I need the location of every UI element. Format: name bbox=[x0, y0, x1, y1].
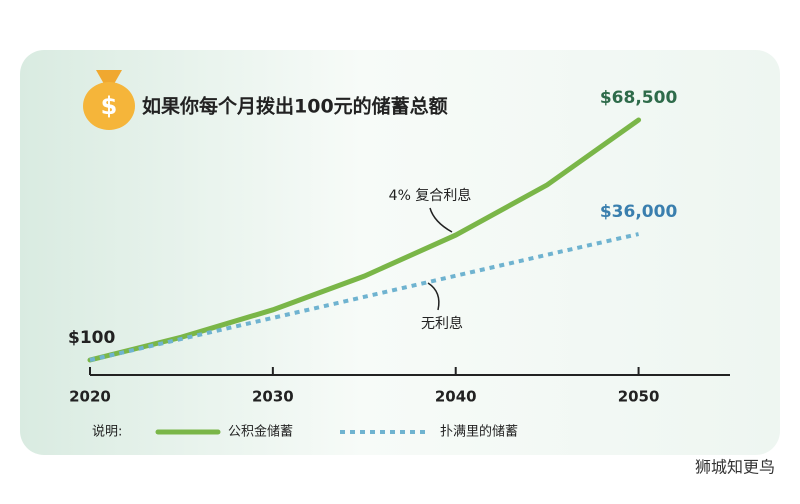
x-tick-label: 2040 bbox=[435, 388, 477, 406]
svg-text:$: $ bbox=[101, 92, 118, 120]
legend-title: 说明: bbox=[92, 425, 122, 440]
value-label: $100 bbox=[68, 328, 115, 348]
card bbox=[20, 50, 780, 455]
money-bag-icon: $ bbox=[83, 70, 135, 130]
x-tick-label: 2030 bbox=[252, 388, 294, 406]
legend-label: 扑满里的储蓄 bbox=[440, 424, 518, 440]
chart-title: 如果你每个月拨出100元的储蓄总额 bbox=[142, 95, 448, 118]
watermark: 狮城知更鸟 bbox=[695, 458, 775, 477]
annotation-pointer bbox=[429, 207, 453, 233]
annotation: 4% 复合利息 bbox=[389, 187, 472, 204]
series-line bbox=[89, 232, 640, 362]
value-label: $68,500 bbox=[600, 88, 678, 108]
value-label: $36,000 bbox=[600, 202, 678, 222]
annotation-pointer bbox=[427, 282, 440, 311]
x-tick-label: 2020 bbox=[69, 388, 111, 406]
x-tick-label: 2050 bbox=[618, 388, 660, 406]
legend-label: 公积金储蓄 bbox=[228, 424, 293, 440]
annotation: 无利息 bbox=[421, 315, 463, 332]
